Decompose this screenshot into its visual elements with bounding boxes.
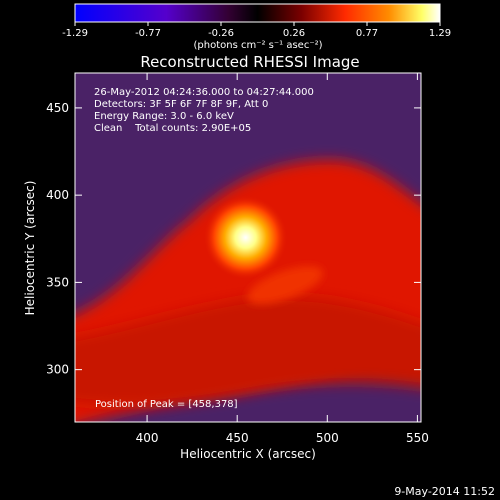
y-tick-label: 350 — [46, 275, 69, 289]
x-axis-ticks: 400 450 500 550 — [136, 73, 429, 445]
x-tick-label: 400 — [136, 431, 159, 445]
colorbar-tick-label: -0.26 — [208, 28, 234, 39]
annotations: 26-May-2012 04:24:36.000 to 04:27:44.000… — [94, 87, 314, 410]
y-tick-label: 450 — [46, 101, 69, 115]
x-tick-label: 450 — [226, 431, 249, 445]
y-tick-label: 400 — [46, 188, 69, 202]
heatmap-image — [75, 73, 421, 422]
chart-title: Reconstructed RHESSI Image — [140, 53, 359, 71]
peak-label: Position of Peak = [458,378] — [95, 399, 238, 410]
x-tick-label: 550 — [406, 431, 429, 445]
colorbar-tick-label: 0.77 — [356, 28, 378, 39]
emission-blob — [247, 266, 323, 304]
peak-source — [203, 195, 288, 280]
colorbar-unit-label: (photons cm⁻² s⁻¹ asec⁻²) — [193, 40, 322, 51]
x-axis-label: Heliocentric X (arcsec) — [180, 447, 316, 461]
y-axis-label: Heliocentric Y (arcsec) — [23, 181, 37, 316]
annotation-time: 26-May-2012 04:24:36.000 to 04:27:44.000 — [94, 87, 314, 98]
colorbar-tick-label: -1.29 — [62, 28, 88, 39]
x-tick-label: 500 — [316, 431, 339, 445]
annotation-clean: Clean Total counts: 2.90E+05 — [94, 123, 251, 134]
colorbar — [74, 3, 441, 23]
annotation-energy: Energy Range: 3.0 - 6.0 keV — [94, 111, 234, 122]
colorbar-tick-label: -0.77 — [135, 28, 161, 39]
annotation-detectors: Detectors: 3F 5F 6F 7F 8F 9F, Att 0 — [94, 99, 268, 110]
y-tick-label: 300 — [46, 363, 69, 377]
colorbar-ticks: -1.29 -0.77 -0.26 0.26 0.77 1.29 — [62, 22, 451, 39]
colorbar-tick-label: 1.29 — [429, 28, 451, 39]
emission-region-lower — [75, 296, 421, 406]
footer-date: 9-May-2014 11:52 — [394, 485, 495, 498]
plot-frame — [74, 72, 422, 423]
y-axis-ticks: 300 350 400 450 — [46, 101, 421, 377]
colorbar-tick-label: 0.26 — [283, 28, 305, 39]
